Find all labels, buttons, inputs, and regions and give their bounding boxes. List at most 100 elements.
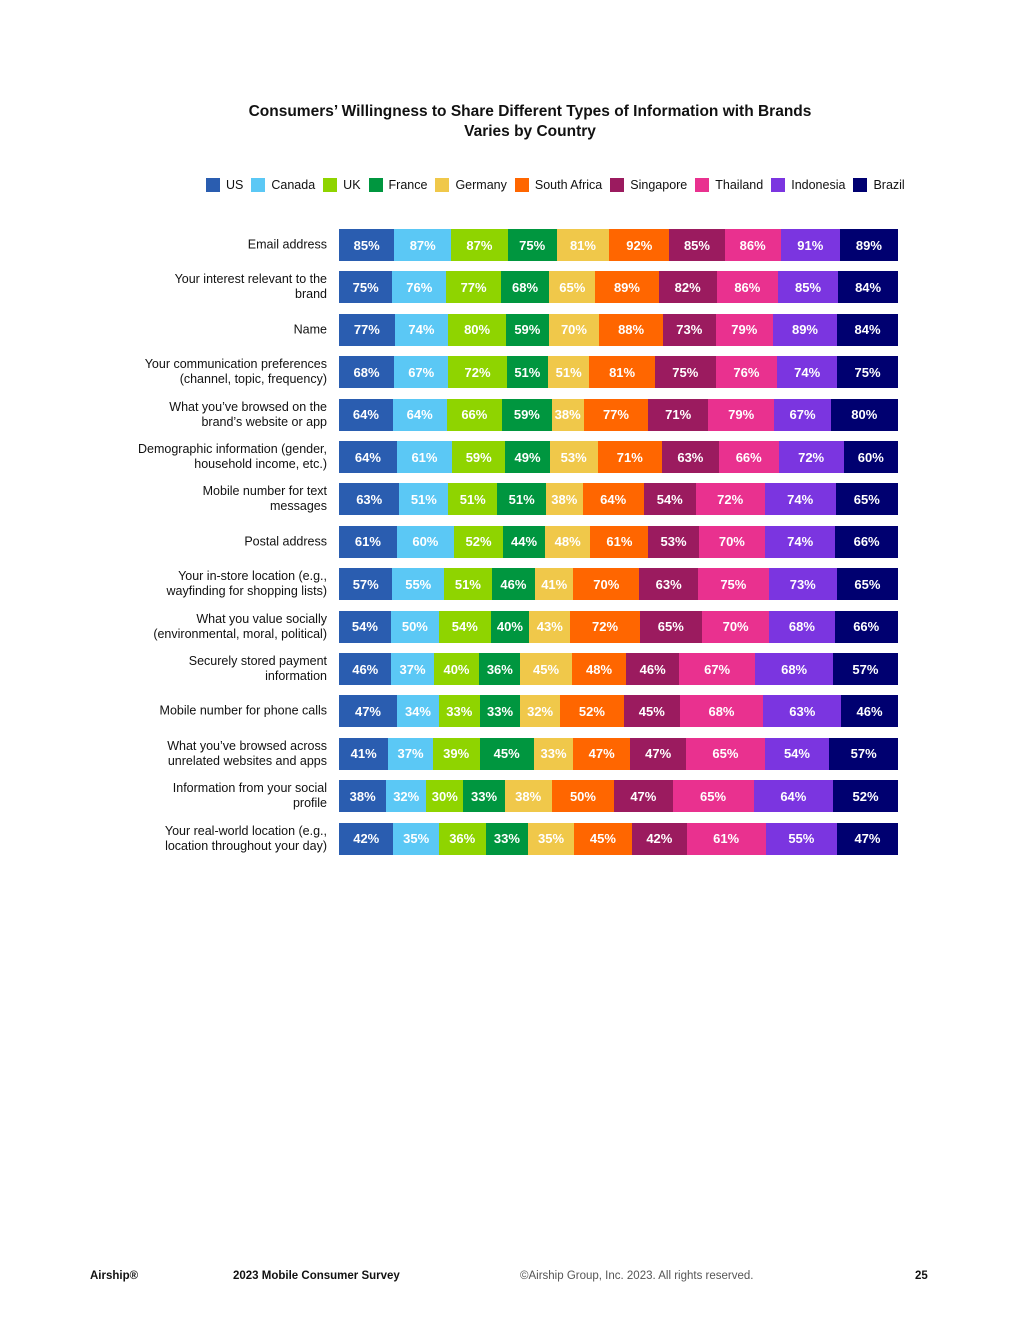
legend-label: South Africa (534, 178, 603, 192)
bar-segment: 46% (339, 653, 392, 685)
data-label: 30% (431, 788, 458, 804)
bar-segment: 33% (438, 695, 480, 728)
data-label: 71% (665, 407, 692, 423)
data-label: 67% (789, 407, 816, 423)
legend-item: Singapore (610, 178, 687, 192)
bar-segment: 36% (479, 653, 521, 685)
bar-segment: 50% (551, 780, 615, 813)
data-label: 33% (487, 703, 514, 719)
bar-segment: 51% (444, 568, 492, 601)
bar-segment: 81% (556, 229, 610, 261)
data-label: 35% (538, 831, 565, 847)
data-label: 74% (787, 491, 814, 507)
category-label: Email address (247, 237, 327, 252)
bar-segment: 74% (394, 313, 449, 346)
bar-segment: 51% (506, 356, 548, 389)
category-label: What you’ve browsed on the brand’s websi… (169, 399, 327, 429)
data-label: 64% (354, 449, 381, 465)
data-label: 65% (700, 788, 727, 804)
data-label: 65% (559, 279, 586, 295)
bar-segment: 35% (393, 822, 439, 855)
category-label: Securely stored payment information (188, 654, 327, 683)
bar-row: Your in-store location (e.g., wayfinding… (0, 568, 1020, 601)
bar-segment: 85% (777, 271, 839, 304)
bar-segment: 52% (453, 525, 504, 558)
footer-copyright: ©Airship Group, Inc. 2023. All rights re… (520, 1270, 754, 1282)
stacked-bar: 42% 35% 36% 33% 35% 45% 42% 61% 55% 47% (339, 822, 898, 855)
data-label: 68% (353, 364, 380, 380)
bar-segment: 77% (583, 398, 649, 431)
data-label: 57% (352, 576, 379, 592)
legend-swatch (853, 178, 868, 192)
bar-segment: 45% (479, 737, 534, 770)
bar-segment: 47% (573, 737, 630, 770)
bar-segment: 51% (399, 483, 449, 516)
bar-segment: 91% (780, 229, 840, 261)
data-label: 65% (854, 576, 881, 592)
data-label: 61% (606, 534, 633, 550)
legend-label: Brazil (873, 178, 905, 192)
legend-label: France (388, 178, 428, 192)
data-label: 40% (443, 661, 470, 677)
data-label: 42% (353, 831, 380, 847)
legend-item: Indonesia (771, 178, 845, 192)
bar-segment: 67% (394, 356, 449, 389)
bar-row: Your interest relevant to the brand 75% 76… (0, 271, 1020, 304)
bar-segment: 61% (396, 441, 453, 473)
bar-segment: 42% (339, 822, 394, 855)
bar-segment: 47% (339, 695, 397, 728)
data-label: 71% (616, 449, 643, 465)
data-label: 63% (655, 576, 682, 592)
bar-segment: 43% (529, 610, 571, 643)
bar-segment: 49% (505, 441, 550, 473)
data-label: 50% (569, 788, 596, 804)
data-label: 64% (600, 491, 627, 507)
bar-segment: 61% (339, 525, 397, 558)
bar-segment: 73% (768, 568, 837, 601)
data-label: 59% (514, 322, 541, 338)
bar-segment: 44% (503, 525, 545, 558)
legend-label: UK (343, 178, 361, 192)
bar-segment: 71% (648, 398, 708, 431)
legend-item: Germany (435, 178, 507, 192)
bar-segment: 67% (678, 653, 756, 685)
data-label: 72% (591, 619, 619, 635)
stacked-bar: 85% 87% 87% 75% 81% 92% 85% 86% 91% 89% (339, 229, 898, 261)
data-label: 36% (449, 831, 476, 847)
bar-segment: 87% (451, 229, 508, 261)
bar-segment: 82% (658, 271, 717, 304)
data-label: 77% (602, 407, 629, 423)
bar-segment: 60% (843, 441, 898, 473)
bar-segment: 89% (595, 271, 659, 304)
data-label: 52% (578, 703, 605, 719)
data-label: 64% (352, 407, 379, 423)
bar-segment: 54% (339, 610, 391, 643)
data-label: 33% (493, 831, 520, 847)
data-label: 36% (486, 661, 513, 677)
data-label: 81% (569, 237, 596, 253)
bar-segment: 87% (394, 229, 452, 261)
data-label: 53% (660, 534, 687, 550)
bar-segment: 66% (446, 398, 503, 431)
data-label: 66% (461, 407, 488, 423)
bar-segment: 38% (546, 483, 583, 516)
category-label: Your interest relevant to the brand (174, 272, 327, 302)
bar-segment: 80% (448, 313, 507, 346)
legend-swatch (695, 178, 710, 192)
data-label: 89% (613, 279, 640, 295)
bar-segment: 76% (715, 356, 778, 389)
bar-segment: 38% (551, 398, 584, 431)
legend-label: Thailand (715, 178, 764, 192)
data-label: 45% (533, 661, 560, 677)
stacked-bar: 41% 37% 39% 45% 33% 47% 47% 65% 54% 57% (339, 737, 898, 770)
bar-row: Information from your social profile 38% 3… (0, 780, 1020, 813)
data-label: 45% (493, 746, 520, 762)
data-label: 60% (857, 449, 884, 465)
data-label: 45% (638, 703, 665, 719)
data-label: 63% (677, 449, 704, 465)
bar-segment: 42% (632, 822, 687, 855)
legend-swatch (435, 178, 450, 192)
data-label: 47% (854, 831, 881, 847)
bar-segment: 84% (837, 313, 898, 346)
bar-segment: 75% (507, 229, 557, 261)
